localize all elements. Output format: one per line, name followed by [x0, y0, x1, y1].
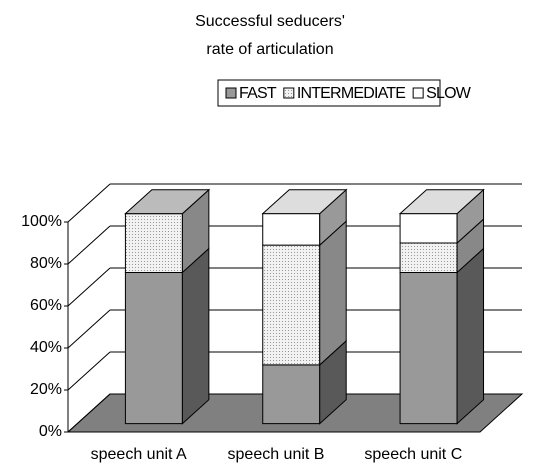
grid-line [67, 309, 111, 349]
y-tick-label: 100% [21, 213, 62, 230]
bar-segment [399, 271, 458, 425]
x-tick-label: speech unit B [228, 446, 325, 463]
bar-segment [399, 213, 458, 244]
bar-segment [262, 244, 321, 366]
bar-side [456, 247, 485, 425]
grid-line [67, 267, 111, 307]
chart-title: Successful seducers' [195, 13, 345, 30]
legend-label: INTERMEDIATE [297, 85, 405, 102]
bar-segment [399, 242, 458, 273]
y-tick-label: 20% [30, 381, 62, 398]
bar-segment [262, 213, 321, 246]
legend-label: FAST [239, 85, 277, 102]
y-tick-label: 60% [30, 297, 62, 314]
legend-swatch [412, 87, 424, 99]
bar-top [398, 189, 485, 215]
bar-side [319, 220, 347, 366]
legend-swatch [225, 87, 237, 99]
grid-line [67, 351, 111, 391]
bar-side [181, 247, 210, 425]
y-tick-label: 0% [39, 423, 62, 440]
legend-label: SLOW [426, 85, 472, 102]
grid-line [67, 183, 111, 223]
grid-line [67, 393, 111, 433]
bar-segment [262, 364, 321, 425]
legend-box [217, 79, 441, 107]
bar-segment [124, 213, 183, 273]
chart-title: rate of articulation [206, 41, 333, 58]
bar-top [261, 189, 348, 215]
y-tick-label: 80% [30, 255, 62, 272]
bar-segment [124, 271, 183, 425]
bar-top [124, 189, 211, 215]
grid-line [67, 225, 111, 265]
y-tick-label: 40% [30, 339, 62, 356]
legend-swatch [283, 87, 295, 99]
x-tick-label: speech unit A [91, 446, 187, 463]
x-tick-label: speech unit C [364, 446, 462, 463]
